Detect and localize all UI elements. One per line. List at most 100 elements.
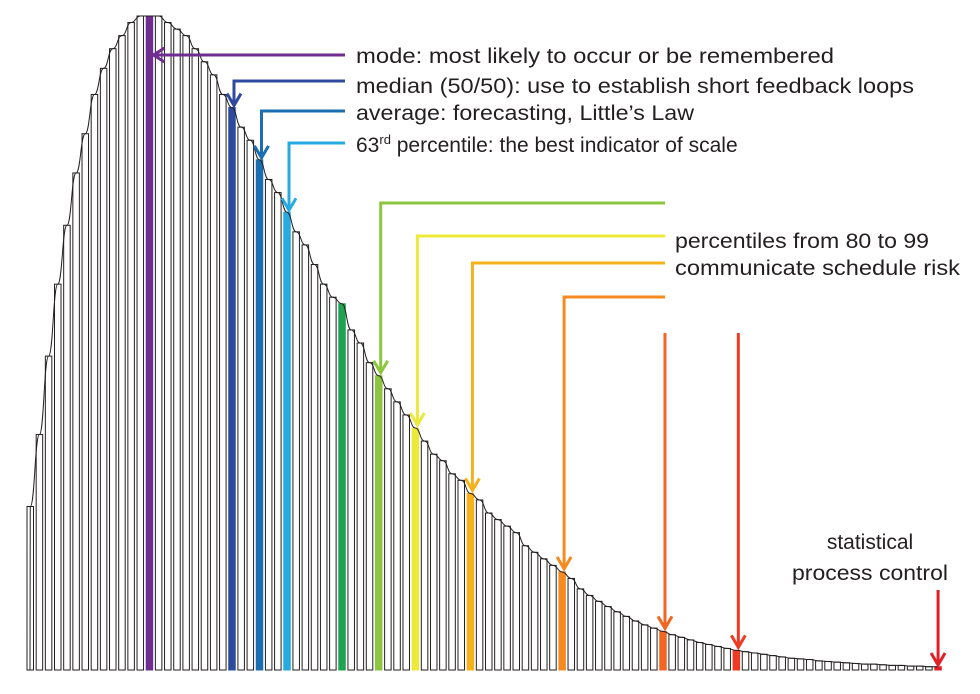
histogram-bar (521, 545, 530, 671)
arrowhead-icon (555, 556, 573, 572)
histogram-bar (182, 35, 190, 671)
histogram-bar (567, 577, 576, 671)
percentile-arrow (409, 234, 665, 428)
histogram-bar (778, 656, 786, 671)
histogram-bar (475, 499, 484, 671)
histogram-bar (870, 663, 878, 671)
histogram-bar (796, 658, 805, 671)
histogram-bar (750, 652, 759, 671)
spc-label-line2: process control (792, 562, 948, 585)
histogram-bar (613, 611, 621, 671)
average-arrow-line (260, 109, 345, 158)
histogram-bar (769, 655, 777, 671)
histogram-bar (503, 525, 511, 671)
histogram-bar (393, 401, 401, 671)
p63-number: 63 (356, 134, 379, 157)
histogram-bar (99, 67, 108, 671)
histogram-bar (274, 192, 282, 671)
highlighted-bar (732, 649, 741, 671)
histogram-bar (879, 664, 887, 671)
histogram-bar (219, 93, 227, 671)
histogram-bar (860, 663, 869, 671)
histogram-bar (200, 61, 209, 671)
highlighted-bar (228, 107, 236, 671)
histogram-bar (81, 133, 90, 671)
histogram-bar (329, 296, 337, 671)
histogram-bar (164, 22, 172, 671)
histogram-bar (356, 342, 365, 671)
histogram-bar (35, 434, 44, 671)
average-arrow (253, 109, 345, 161)
histogram-bar (512, 532, 521, 671)
histogram-bar (695, 642, 704, 671)
mode-arrow (150, 46, 345, 64)
histogram-bar (44, 355, 53, 671)
percentiles-label-line1: percentiles from 80 to 99 (675, 230, 929, 253)
histogram-bar (485, 512, 493, 671)
histogram-bar (246, 139, 255, 671)
histogram-bar (549, 564, 557, 671)
histogram-bar (915, 665, 924, 671)
histogram-bar (650, 627, 658, 671)
median-arrow (225, 79, 345, 109)
histogram-bar (457, 479, 465, 671)
arrowhead-icon (929, 652, 947, 668)
percentile-arrow (656, 333, 674, 632)
histogram-bar (439, 460, 447, 671)
histogram-bar (714, 645, 722, 671)
spc-arrow (929, 590, 947, 668)
histogram-bar (604, 606, 612, 671)
histogram-bar (420, 440, 429, 671)
percentile-arrow-line (379, 201, 665, 373)
histogram-bar (72, 172, 80, 671)
histogram-bar (686, 639, 695, 671)
histogram-bar (63, 224, 71, 671)
histogram-bar (622, 615, 631, 671)
percentile-arrow-line (562, 295, 665, 569)
arrows-group (150, 46, 947, 668)
highlighted-bar (283, 211, 291, 671)
highlighted-bar (374, 375, 383, 671)
histogram-bar (705, 643, 713, 671)
spc-label-line1: statistical (827, 531, 913, 554)
arrowhead-icon (225, 92, 243, 109)
histogram-bar (310, 264, 319, 671)
histogram-bar (54, 283, 62, 671)
highlighted-bar (411, 427, 420, 671)
p63-arrow (280, 141, 345, 214)
histogram-bar (118, 35, 126, 671)
histogram-bar (677, 636, 686, 671)
histogram-bar (264, 179, 273, 671)
arrowhead-icon (464, 477, 481, 494)
p63-arrow-line (287, 141, 345, 211)
p63-suffix: rd (379, 132, 391, 147)
histogram-bar (237, 126, 245, 671)
histogram-bar (209, 74, 218, 671)
histogram-bar (301, 244, 310, 671)
histogram-bar (319, 283, 328, 671)
arrowhead-icon (656, 615, 674, 632)
histogram-bar (530, 551, 539, 671)
histogram-bar (540, 558, 548, 671)
histogram-bar (494, 519, 502, 671)
histogram-bar (429, 453, 438, 671)
histogram-bar (888, 664, 896, 671)
arrowhead-icon (253, 145, 270, 161)
histogram-bar (833, 661, 841, 671)
histogram-bar (154, 15, 163, 671)
histogram-bar (824, 660, 832, 671)
percentile-arrow (464, 261, 665, 494)
percentile-arrow (730, 333, 747, 651)
arrowhead-icon (150, 46, 166, 64)
histogram-bar (741, 651, 750, 671)
highlighted-bar (558, 571, 566, 671)
histogram-bar (365, 362, 374, 671)
histogram-bar (668, 634, 676, 671)
histogram-bar (173, 28, 181, 671)
histogram-bar (851, 662, 860, 671)
arrowhead-icon (730, 634, 747, 651)
histogram-bar (90, 93, 99, 671)
histogram-bar (760, 653, 768, 671)
